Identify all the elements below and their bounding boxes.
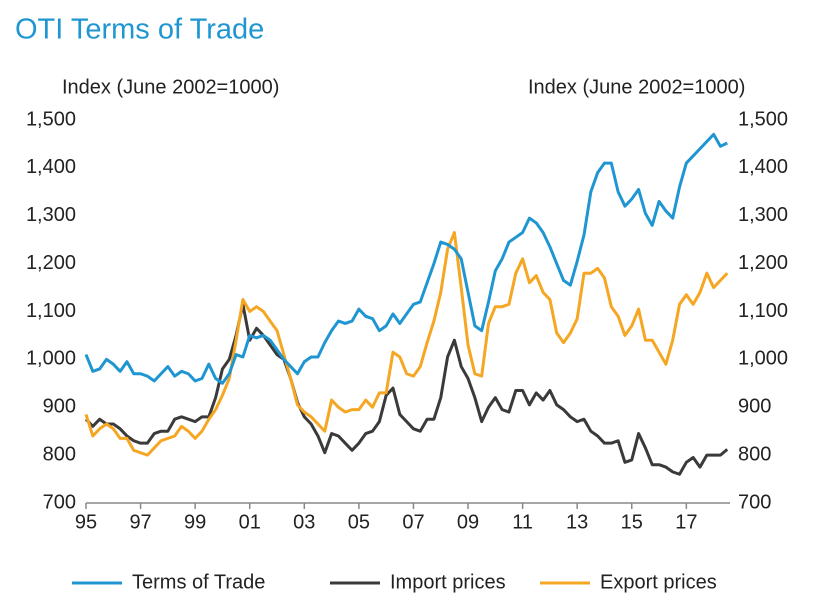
- y2-tick-label: 900: [738, 396, 771, 418]
- x-tick-label: 01: [239, 511, 261, 533]
- x-tick-label: 97: [129, 511, 151, 533]
- x-tick-label: 99: [184, 511, 206, 533]
- legend-label: Import prices: [390, 571, 506, 593]
- y-tick-label: 1,300: [26, 204, 76, 226]
- x-tick-label: 13: [566, 511, 588, 533]
- x-tick-label: 07: [402, 511, 424, 533]
- y2-tick-label: 1,200: [738, 252, 788, 274]
- x-tick-label: 17: [675, 511, 697, 533]
- y2-axis-label: Index (June 2002=1000): [528, 76, 745, 98]
- series-line: [84, 231, 729, 457]
- series-line: [84, 132, 728, 385]
- y-tick-label: 700: [43, 491, 76, 513]
- y-tick-label: 1,100: [26, 300, 76, 322]
- y2-tick-label: 1,300: [738, 204, 788, 226]
- legend-label: Export prices: [600, 571, 717, 593]
- chart-title: OTI Terms of Trade: [15, 14, 264, 46]
- y2-tick-label: 1,500: [738, 108, 788, 130]
- y-axis-label: Index (June 2002=1000): [62, 76, 279, 98]
- y-tick-label: 1,200: [26, 252, 76, 274]
- x-tick-label: 05: [348, 511, 370, 533]
- y-tick-label: 900: [43, 396, 76, 418]
- y2-tick-label: 1,400: [738, 156, 788, 178]
- y2-tick-label: 1,100: [738, 300, 788, 322]
- legend-label: Terms of Trade: [132, 571, 265, 593]
- y-tick-label: 1,500: [26, 108, 76, 130]
- y-tick-label: 1,400: [26, 156, 76, 178]
- series-line: [84, 302, 729, 476]
- x-tick-label: 11: [512, 511, 533, 533]
- x-tick-label: 15: [621, 511, 643, 533]
- x-tick-label: 09: [457, 511, 479, 533]
- x-tick-label: 95: [75, 511, 97, 533]
- y-tick-label: 800: [43, 443, 76, 465]
- x-tick-label: 03: [293, 511, 315, 533]
- y2-tick-label: 700: [738, 491, 771, 513]
- y2-tick-label: 800: [738, 443, 771, 465]
- y2-tick-label: 1,000: [738, 348, 788, 370]
- y-tick-label: 1,000: [26, 348, 76, 370]
